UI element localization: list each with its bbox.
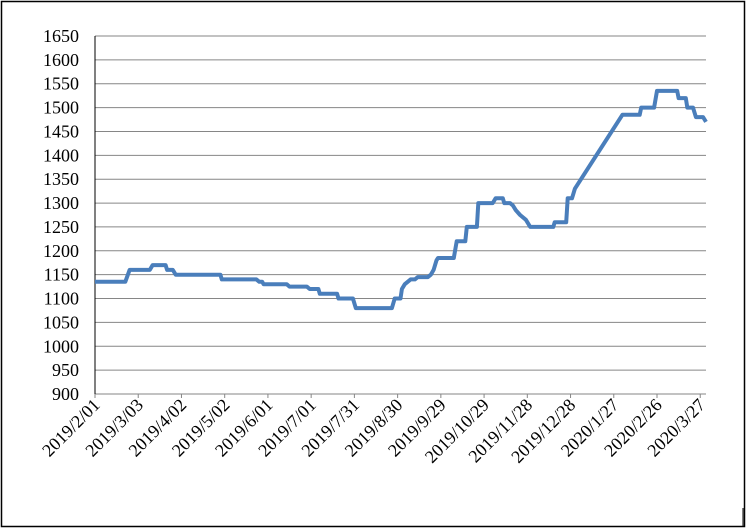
- y-tick-label: 1300: [43, 193, 79, 213]
- y-tick-label: 1100: [44, 289, 79, 309]
- y-tick-label: 1650: [43, 26, 79, 46]
- y-tick-label: 1550: [43, 74, 79, 94]
- series-line: [95, 88, 708, 311]
- y-tick-label: 1150: [44, 265, 79, 285]
- y-tick-label: 950: [52, 360, 79, 380]
- y-tick-label: 1350: [43, 169, 79, 189]
- y-tick-label: 1000: [43, 336, 79, 356]
- y-tick-label: 1050: [43, 312, 79, 332]
- y-tick-label: 1250: [43, 217, 79, 237]
- y-tick-label: 900: [52, 384, 79, 404]
- y-tick-label: 1500: [43, 98, 79, 118]
- y-tick-label: 1600: [43, 50, 79, 70]
- y-tick-label: 1400: [43, 145, 79, 165]
- y-tick-label: 1200: [43, 241, 79, 261]
- y-tick-label: 1450: [43, 121, 79, 141]
